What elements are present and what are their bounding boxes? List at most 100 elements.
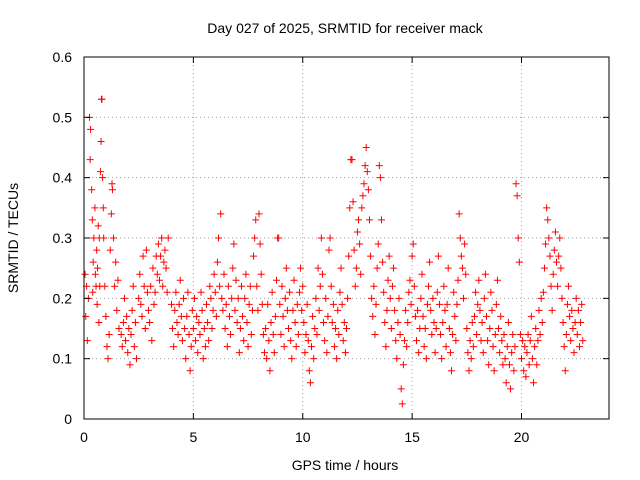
data-point bbox=[124, 349, 132, 357]
data-point bbox=[338, 300, 346, 308]
data-point bbox=[289, 306, 297, 314]
data-point bbox=[574, 306, 582, 314]
x-tick-label: 15 bbox=[404, 429, 420, 445]
data-point bbox=[135, 294, 143, 302]
data-point bbox=[525, 361, 533, 369]
data-point bbox=[93, 300, 101, 308]
data-point bbox=[470, 312, 478, 320]
data-point bbox=[103, 343, 111, 351]
data-point bbox=[485, 361, 493, 369]
x-tick-label: 0 bbox=[80, 429, 88, 445]
data-point bbox=[386, 294, 394, 302]
data-point bbox=[174, 331, 182, 339]
data-point bbox=[374, 240, 382, 248]
data-point bbox=[288, 355, 296, 363]
data-point bbox=[88, 216, 96, 224]
data-point bbox=[164, 234, 172, 242]
data-point bbox=[254, 306, 262, 314]
data-point bbox=[99, 204, 107, 212]
data-point bbox=[566, 312, 574, 320]
y-tick-label: 0.5 bbox=[53, 109, 73, 125]
data-point bbox=[503, 343, 511, 351]
data-point bbox=[560, 343, 568, 351]
data-point bbox=[348, 156, 356, 164]
data-point bbox=[130, 343, 138, 351]
data-point bbox=[255, 210, 263, 218]
data-point bbox=[194, 349, 202, 357]
data-point bbox=[439, 318, 447, 326]
data-point bbox=[207, 294, 215, 302]
data-point bbox=[332, 325, 340, 332]
data-point bbox=[127, 331, 135, 339]
data-point bbox=[282, 264, 290, 272]
data-point bbox=[526, 337, 534, 345]
data-point bbox=[253, 282, 261, 290]
data-point bbox=[240, 337, 248, 345]
data-point bbox=[519, 337, 527, 345]
data-point bbox=[230, 240, 238, 248]
data-point bbox=[317, 234, 325, 242]
data-point bbox=[193, 312, 201, 320]
data-point bbox=[351, 282, 359, 290]
data-point bbox=[454, 276, 462, 284]
data-point bbox=[170, 343, 178, 351]
data-point bbox=[458, 264, 466, 272]
y-tick-label: 0.2 bbox=[53, 290, 73, 306]
data-point bbox=[198, 306, 206, 314]
data-point bbox=[403, 343, 411, 351]
data-point bbox=[224, 282, 232, 290]
data-point bbox=[279, 312, 287, 320]
data-point bbox=[91, 204, 99, 212]
data-point bbox=[176, 276, 184, 284]
data-point bbox=[569, 325, 577, 332]
data-point bbox=[376, 174, 384, 182]
data-point bbox=[504, 318, 512, 326]
data-point bbox=[181, 325, 189, 332]
data-point bbox=[509, 331, 517, 339]
data-point bbox=[497, 312, 505, 320]
data-point bbox=[123, 312, 131, 320]
data-point bbox=[430, 318, 438, 326]
data-point bbox=[441, 306, 449, 314]
data-point bbox=[199, 355, 207, 363]
data-point bbox=[136, 270, 144, 278]
data-point bbox=[189, 325, 197, 332]
data-point bbox=[269, 331, 277, 339]
data-point bbox=[572, 294, 580, 302]
data-point bbox=[420, 343, 428, 351]
data-point bbox=[460, 294, 468, 302]
data-point bbox=[326, 234, 334, 242]
data-point bbox=[128, 306, 136, 314]
data-point bbox=[547, 282, 555, 290]
data-point bbox=[107, 210, 115, 218]
x-axis: 0 5 10 15 20 bbox=[80, 57, 529, 445]
data-point bbox=[528, 355, 536, 363]
data-point bbox=[434, 252, 442, 260]
data-point bbox=[495, 325, 503, 332]
data-point bbox=[187, 343, 195, 351]
data-point bbox=[559, 318, 567, 326]
data-point bbox=[129, 282, 137, 290]
data-point bbox=[278, 282, 286, 290]
data-point bbox=[535, 306, 543, 314]
data-point bbox=[337, 264, 345, 272]
data-point bbox=[118, 343, 126, 351]
data-point bbox=[137, 300, 145, 308]
data-point bbox=[83, 337, 91, 345]
data-point bbox=[292, 343, 300, 351]
data-point bbox=[220, 270, 228, 278]
data-point bbox=[173, 318, 181, 326]
y-tick-label: 0.4 bbox=[53, 170, 73, 186]
data-point bbox=[361, 162, 369, 170]
data-point bbox=[81, 270, 89, 278]
data-point bbox=[201, 343, 209, 351]
data-point bbox=[106, 246, 114, 254]
data-point bbox=[163, 288, 171, 296]
data-point bbox=[408, 252, 416, 260]
data-point bbox=[303, 300, 311, 308]
data-point bbox=[367, 252, 375, 260]
data-point bbox=[409, 240, 417, 248]
data-point bbox=[483, 312, 490, 320]
data-point bbox=[446, 349, 454, 357]
data-point bbox=[393, 355, 401, 363]
